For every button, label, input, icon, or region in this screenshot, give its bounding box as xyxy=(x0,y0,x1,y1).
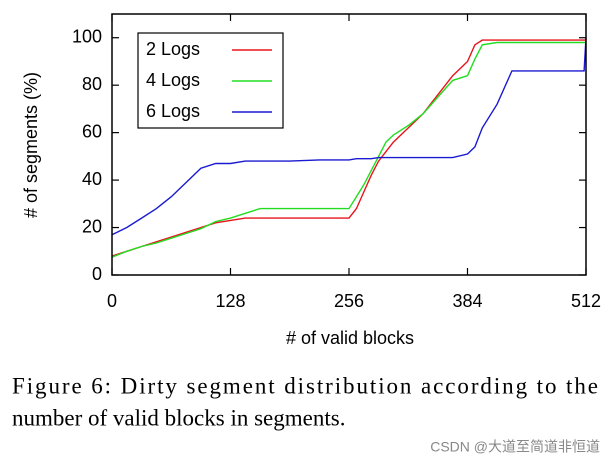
y-tick-label: 80 xyxy=(82,74,102,94)
y-tick-label: 0 xyxy=(92,264,102,284)
watermark: CSDN @大道至简道非恒道 xyxy=(430,439,600,455)
legend-label: 6 Logs xyxy=(146,101,200,121)
y-tick-label: 20 xyxy=(82,216,102,236)
plot-frame xyxy=(111,13,587,276)
legend-label: 4 Logs xyxy=(146,70,200,90)
x-tick-label: 512 xyxy=(571,291,601,311)
y-tick-label: 40 xyxy=(82,169,102,189)
caption-line: Figure 6: Dirty segment distribution acc… xyxy=(12,373,598,398)
series-line xyxy=(111,37,587,236)
x-tick-label: 384 xyxy=(452,291,482,311)
y-tick-label: 60 xyxy=(82,121,102,141)
legend-label: 2 Logs xyxy=(146,39,200,59)
x-tick-label: 256 xyxy=(334,291,364,311)
y-tick-label: 100 xyxy=(72,26,102,46)
caption-line: number of valid blocks in segments. xyxy=(12,405,345,430)
x-tick-label: 0 xyxy=(107,291,117,311)
series-line xyxy=(111,39,586,257)
series-line xyxy=(111,41,586,258)
x-axis-label: # of valid blocks xyxy=(286,328,414,348)
x-tick-label: 128 xyxy=(215,291,245,311)
y-axis-label: # of segments (%) xyxy=(21,72,41,218)
